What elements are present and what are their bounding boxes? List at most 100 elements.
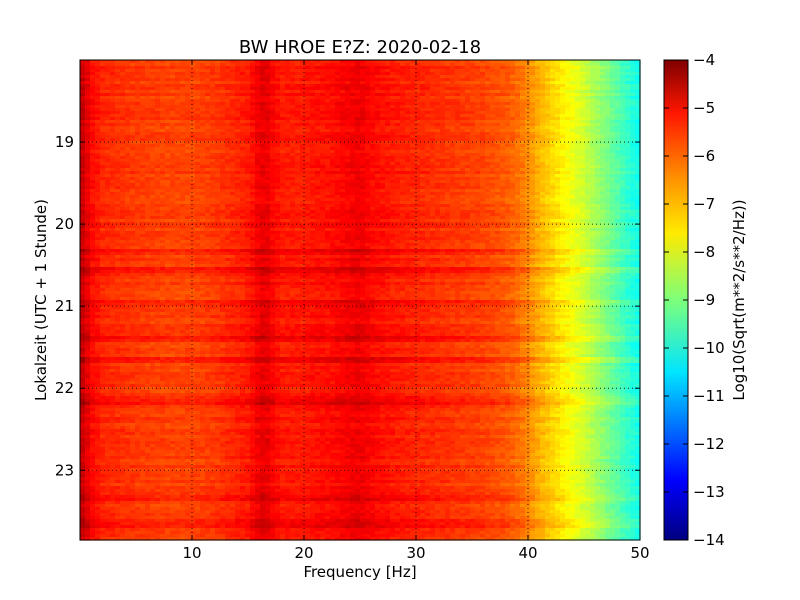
heatmap-cell <box>130 96 136 100</box>
heatmap-cell <box>270 75 276 79</box>
heatmap-cell <box>200 60 206 64</box>
heatmap-cell <box>565 63 571 67</box>
heatmap-cell <box>155 63 161 67</box>
heatmap-cell <box>135 90 141 94</box>
heatmap-cell <box>580 96 586 100</box>
heatmap-cell <box>225 72 231 76</box>
heatmap-cell <box>80 93 86 97</box>
heatmap-cell <box>285 60 291 64</box>
heatmap-cell <box>590 69 596 73</box>
heatmap-cell <box>395 99 401 103</box>
heatmap-cell <box>85 96 91 100</box>
heatmap-cell <box>625 96 631 100</box>
heatmap-cell <box>165 75 171 79</box>
heatmap-cell <box>380 90 386 94</box>
heatmap-cell <box>555 63 561 67</box>
heatmap-cell <box>415 99 421 103</box>
heatmap-cell <box>140 87 146 91</box>
heatmap-cell <box>150 99 156 103</box>
heatmap-cell <box>520 87 526 91</box>
heatmap-cell <box>560 84 566 88</box>
heatmap-cell <box>570 84 576 88</box>
heatmap-cell <box>395 90 401 94</box>
heatmap-cell <box>190 84 196 88</box>
heatmap-cell <box>565 60 571 64</box>
heatmap-cell <box>245 63 251 67</box>
heatmap-cell <box>215 72 221 76</box>
heatmap-cell <box>425 87 431 91</box>
heatmap-cell <box>475 99 481 103</box>
heatmap-cell <box>440 102 446 106</box>
heatmap-cell <box>375 72 381 76</box>
heatmap-cell <box>630 75 636 79</box>
heatmap-cell <box>325 102 331 106</box>
heatmap-cell <box>375 69 381 73</box>
heatmap-cell <box>120 63 126 67</box>
heatmap-cell <box>235 75 241 79</box>
heatmap-cell <box>150 75 156 79</box>
heatmap-cell <box>300 87 306 91</box>
heatmap-cell <box>485 60 491 64</box>
heatmap-cell <box>90 63 96 67</box>
heatmap-cell <box>625 102 631 106</box>
heatmap-cell <box>610 66 616 70</box>
heatmap-cell <box>90 75 96 79</box>
heatmap-cell <box>580 90 586 94</box>
heatmap-cell <box>290 69 296 73</box>
chart-title: BW HROE E?Z: 2020-02-18 <box>239 37 481 58</box>
heatmap-cell <box>165 63 171 67</box>
heatmap-cell <box>385 90 391 94</box>
heatmap-cell <box>550 63 556 67</box>
heatmap-cell <box>570 87 576 91</box>
heatmap-cell <box>240 72 246 76</box>
heatmap-cell <box>140 66 146 70</box>
heatmap-cell <box>240 63 246 67</box>
heatmap-cell <box>215 99 221 103</box>
heatmap-cell <box>355 69 361 73</box>
heatmap-cell <box>240 78 246 82</box>
heatmap-cell <box>450 90 456 94</box>
heatmap-cell <box>365 81 371 85</box>
heatmap-cell <box>450 84 456 88</box>
heatmap-cell <box>235 87 241 91</box>
heatmap-cell <box>245 60 251 64</box>
heatmap-cell <box>345 66 351 70</box>
heatmap-cell <box>205 78 211 82</box>
heatmap-cell <box>340 96 346 100</box>
heatmap-cell <box>450 81 456 85</box>
heatmap-cell <box>115 105 121 109</box>
heatmap-cell <box>230 81 236 85</box>
heatmap-cell <box>555 102 561 106</box>
heatmap-cell <box>180 63 186 67</box>
heatmap-cell <box>205 96 211 100</box>
heatmap-cell <box>350 78 356 82</box>
heatmap-cell <box>430 75 436 79</box>
heatmap-cell <box>620 75 626 79</box>
heatmap-cell <box>255 96 261 100</box>
heatmap-cell <box>90 69 96 73</box>
heatmap-cell <box>265 84 271 88</box>
heatmap-cell <box>110 84 116 88</box>
heatmap-cell <box>535 63 541 67</box>
heatmap-cell <box>250 60 256 64</box>
heatmap-cell <box>225 69 231 73</box>
heatmap-cell <box>160 75 166 79</box>
heatmap-cell <box>625 72 631 76</box>
heatmap-cell <box>270 66 276 70</box>
heatmap-cell <box>505 96 511 100</box>
heatmap-cell <box>380 75 386 79</box>
heatmap-cell <box>230 63 236 67</box>
heatmap-cell <box>530 69 536 73</box>
heatmap-cell <box>395 93 401 97</box>
heatmap-cell <box>385 84 391 88</box>
heatmap-cell <box>420 81 426 85</box>
heatmap-cell <box>560 60 566 64</box>
heatmap-cell <box>395 75 401 79</box>
heatmap-cell <box>450 87 456 91</box>
heatmap-cell <box>560 102 566 106</box>
heatmap-cell <box>540 84 546 88</box>
heatmap-cell <box>475 75 481 79</box>
heatmap-cell <box>635 93 641 97</box>
heatmap-cell <box>205 102 211 106</box>
heatmap-cell <box>330 63 336 67</box>
